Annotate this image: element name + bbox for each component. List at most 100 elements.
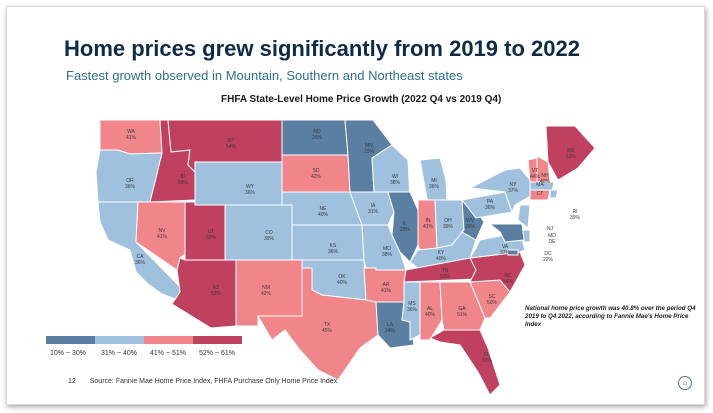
state-code-label: AL <box>427 306 433 312</box>
state-code-label: WI <box>392 174 398 180</box>
state-value-label: 52% <box>206 235 217 241</box>
state-value-label: 37% <box>508 188 519 194</box>
state-code-label: NV <box>159 228 167 234</box>
state-value-label: 54% <box>503 279 514 285</box>
state-value-label: 37% <box>500 250 511 256</box>
fannie-mae-logo-icon: ⌂ <box>678 376 692 390</box>
state-code-label: CO <box>265 230 273 236</box>
state-value-label: 40% <box>425 312 436 318</box>
state-code-label: AR <box>383 282 390 288</box>
state-code-label: ME <box>567 148 575 154</box>
legend-swatch-52-61 <box>193 336 242 344</box>
state-value-label: 36% <box>245 190 256 196</box>
state-code-label: LA <box>387 322 394 328</box>
state-value-label: 40% <box>436 256 447 262</box>
state-al <box>419 281 443 341</box>
legend-swatch-10-30 <box>46 336 95 344</box>
state-value-label: 39% <box>570 215 581 221</box>
state-code-label: NC <box>504 273 512 279</box>
state-code-label: IA <box>371 203 376 209</box>
state-value-label: 22% <box>543 257 554 263</box>
legend-swatch-31-40 <box>95 336 144 344</box>
state-code-label: UT <box>208 229 215 235</box>
state-value-label: 36% <box>135 260 146 266</box>
state-value-label: 36% <box>429 184 440 190</box>
state-value-label: 54% <box>226 144 237 150</box>
state-code-label: NM <box>262 285 270 291</box>
state-value-label: 59% <box>178 180 189 186</box>
state-code-label: MN <box>365 143 373 149</box>
legend-label: 41% ~ 51% <box>150 350 186 357</box>
state-code-label: SC <box>489 294 496 300</box>
state-code-label: MI <box>431 178 437 184</box>
state-value-label: 45% <box>322 328 333 334</box>
state-value-label: 41% <box>157 234 168 240</box>
state-code-label: DE <box>549 239 557 245</box>
legend-label: 52% ~ 61% <box>199 350 235 357</box>
state-co <box>224 204 293 261</box>
state-value-label: 42% <box>311 174 322 180</box>
state-dc <box>507 249 519 256</box>
state-code-label: NH <box>541 173 549 179</box>
state-code-label: VT <box>532 168 538 174</box>
state-value-label: 31% <box>368 209 379 215</box>
state-md <box>488 223 525 243</box>
map-title: FHFA State-Level Home Price Growth (2022… <box>221 94 502 105</box>
state-value-label: 44% <box>530 174 541 180</box>
state-code-label: CA <box>137 254 145 260</box>
footer: 12 Source: Fannie Mae Home Price Index, … <box>68 378 337 385</box>
state-value-label: 29% <box>364 149 375 155</box>
state-code-label: OH <box>444 218 452 224</box>
state-code-label: OR <box>126 178 134 184</box>
state-code-label: KS <box>330 243 337 249</box>
state-code-label: MD <box>548 233 556 239</box>
state-code-label: MO <box>383 246 391 252</box>
state-code-label: IL <box>403 221 407 227</box>
legend-label: 31% ~ 40% <box>101 350 137 357</box>
state-code-label: AZ <box>213 285 219 291</box>
state-value-label: 61% <box>482 358 493 364</box>
state-value-label: 41% <box>126 135 137 141</box>
state-code-label: MS <box>408 301 416 307</box>
state-code-label: ID <box>181 174 186 180</box>
state-value-label: 25% <box>312 135 323 141</box>
state-code-label: WY <box>246 184 255 190</box>
state-value-label: 29% <box>400 227 411 233</box>
state-code-label: SD <box>313 168 320 174</box>
state-code-label: MA <box>536 182 544 188</box>
state-me <box>545 125 596 181</box>
state-value-label: 28% <box>465 224 476 230</box>
state-ri <box>549 189 559 199</box>
slide-title: Home prices grew significantly from 2019… <box>64 36 580 61</box>
state-value-label: 40% <box>337 280 348 286</box>
slide-subtitle: Fastest growth observed in Mountain, Sou… <box>66 68 463 83</box>
state-code-label: MT <box>227 138 234 144</box>
state-value-label: 39% <box>443 224 454 230</box>
state-code-label: NE <box>320 206 328 212</box>
state-value-label: 41% <box>423 224 434 230</box>
state-value-label: 24% <box>385 328 396 334</box>
state-code-label: KY <box>438 250 445 256</box>
state-code-label: WV <box>466 218 475 224</box>
state-code-label: ND <box>313 129 321 135</box>
state-value-label: 53% <box>211 291 222 297</box>
national-growth-note: National home price growth was 40.8% ove… <box>525 305 696 328</box>
state-nc <box>469 251 526 293</box>
state-value-label: 51% <box>457 312 468 318</box>
state-code-label: FL <box>484 352 490 358</box>
state-code-label: DC <box>544 251 552 257</box>
state-nj <box>517 204 531 229</box>
page-number: 12 <box>68 378 76 385</box>
state-value-label: 39% <box>264 236 275 242</box>
state-code-label: VA <box>502 244 509 250</box>
state-value-label: 36% <box>328 249 339 255</box>
state-ut <box>184 201 226 261</box>
state-wy <box>194 161 283 206</box>
state-code-label: TN <box>442 268 449 274</box>
legend-label: 10% ~ 30% <box>50 350 86 357</box>
state-code-label: TX <box>324 322 331 328</box>
state-value-label: 38% <box>382 252 393 258</box>
state-value-label: 36% <box>407 307 418 313</box>
state-value-label: 40% <box>318 212 329 218</box>
